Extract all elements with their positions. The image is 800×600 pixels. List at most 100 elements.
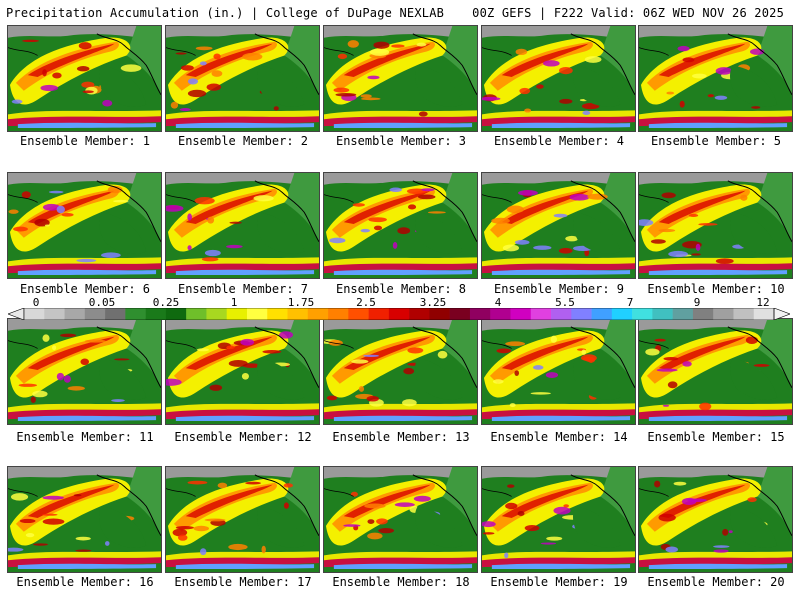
ensemble-member-label: Ensemble Member: 7 (177, 282, 309, 296)
colorbar (8, 308, 790, 320)
precipitation-map (8, 319, 161, 424)
precipitation-map (639, 319, 792, 424)
precipitation-map (324, 173, 477, 278)
ensemble-member-map (323, 25, 478, 132)
ensemble-member-map (323, 172, 478, 279)
ensemble-member-label: Ensemble Member: 17 (174, 575, 312, 589)
ensemble-member-map (7, 466, 162, 573)
ensemble-member-map (481, 25, 636, 132)
ensemble-member-map (7, 172, 162, 279)
colorbar-bin (591, 308, 613, 320)
ensemble-member-label: Ensemble Member: 10 (647, 282, 785, 296)
colorbar-bin (44, 308, 65, 320)
ensemble-member-label: Ensemble Member: 15 (647, 430, 785, 444)
colorbar-bin (64, 308, 86, 320)
colorbar-bin (510, 308, 532, 320)
precipitation-map (8, 467, 161, 572)
colorbar-tick-label: 0.25 (152, 296, 180, 309)
colorbar-bin (388, 308, 410, 320)
precipitation-map (324, 467, 477, 572)
precipitation-map (639, 173, 792, 278)
precipitation-map (166, 319, 319, 424)
ensemble-member-label: Ensemble Member: 3 (335, 134, 467, 148)
ensemble-member-label: Ensemble Member: 9 (493, 282, 625, 296)
ensemble-member-label: Ensemble Member: 12 (174, 430, 312, 444)
ensemble-member-label: Ensemble Member: 19 (490, 575, 628, 589)
ensemble-member-map (638, 318, 793, 425)
colorbar-bin (449, 308, 471, 320)
colorbar-bin (186, 308, 207, 320)
ensemble-member-map (7, 25, 162, 132)
colorbar-bin (307, 308, 329, 320)
colorbar-tick-label: 4 (494, 296, 502, 309)
ensemble-member-map (7, 318, 162, 425)
ensemble-member-map (165, 318, 320, 425)
ensemble-member-label: Ensemble Member: 1 (19, 134, 151, 148)
precipitation-map (166, 467, 319, 572)
colorbar-tick-label: 12 (756, 296, 770, 309)
ensemble-member-map (481, 318, 636, 425)
colorbar-frame (23, 308, 775, 320)
product-title: Precipitation Accumulation (in.) | Colle… (6, 6, 445, 20)
colorbar-bin (328, 308, 349, 320)
colorbar-bin (692, 308, 714, 320)
colorbar-tick-label: 3.25 (419, 296, 447, 309)
colorbar-bin (571, 308, 592, 320)
colorbar-bin (368, 308, 390, 320)
colorbar-bin (165, 308, 187, 320)
colorbar-bin (125, 308, 146, 320)
ensemble-member-label: Ensemble Member: 13 (332, 430, 470, 444)
ensemble-member-map (638, 25, 793, 132)
colorbar-bin (226, 308, 248, 320)
colorbar-bin (713, 308, 734, 320)
ensemble-member-map (323, 318, 478, 425)
colorbar-bin (733, 308, 755, 320)
colorbar-bin (409, 308, 430, 320)
colorbar-tick-label: 2.5 (356, 296, 376, 309)
ensemble-member-map (323, 466, 478, 573)
ensemble-member-label: Ensemble Member: 4 (493, 134, 625, 148)
ensemble-member-map (165, 25, 320, 132)
ensemble-member-map (481, 172, 636, 279)
precipitation-map (8, 26, 161, 131)
colorbar-tick-label: 5.5 (555, 296, 575, 309)
precipitation-map (639, 467, 792, 572)
colorbar-bin (105, 308, 126, 320)
precipitation-map (166, 26, 319, 131)
precipitation-map (324, 319, 477, 424)
ensemble-member-label: Ensemble Member: 18 (332, 575, 470, 589)
colorbar-bin (429, 308, 450, 320)
ensemble-member-map (638, 172, 793, 279)
colorbar-tick-label: 9 (693, 296, 701, 309)
colorbar-bin (145, 308, 167, 320)
colorbar-tick-label: 1.75 (287, 296, 315, 309)
ensemble-member-label: Ensemble Member: 2 (177, 134, 309, 148)
precipitation-map (482, 467, 635, 572)
run-valid-time: 00Z GEFS | F222 Valid: 06Z WED NOV 26 20… (472, 6, 784, 20)
colorbar-bin (287, 308, 309, 320)
ensemble-member-map (638, 466, 793, 573)
precipitation-map (482, 26, 635, 131)
colorbar-min-arrow (8, 308, 25, 320)
colorbar-bin (469, 308, 491, 320)
colorbar-bin (611, 308, 633, 320)
colorbar-bin (267, 308, 288, 320)
colorbar-bin (84, 308, 106, 320)
colorbar-max-arrow (773, 308, 790, 320)
precipitation-map (324, 26, 477, 131)
ensemble-member-map (165, 172, 320, 279)
colorbar-bin (753, 308, 775, 320)
colorbar-tick-label: 0 (32, 296, 40, 309)
ensemble-member-label: Ensemble Member: 8 (335, 282, 467, 296)
colorbar-bin (632, 308, 653, 320)
precipitation-map (8, 173, 161, 278)
colorbar-bin (652, 308, 673, 320)
ensemble-member-map (165, 466, 320, 573)
colorbar-bin (530, 308, 552, 320)
ensemble-member-label: Ensemble Member: 20 (647, 575, 785, 589)
ensemble-member-map (481, 466, 636, 573)
colorbar-tick-label: 7 (626, 296, 634, 309)
ensemble-member-label: Ensemble Member: 11 (16, 430, 154, 444)
colorbar-bin (246, 308, 268, 320)
ensemble-member-label: Ensemble Member: 16 (16, 575, 154, 589)
